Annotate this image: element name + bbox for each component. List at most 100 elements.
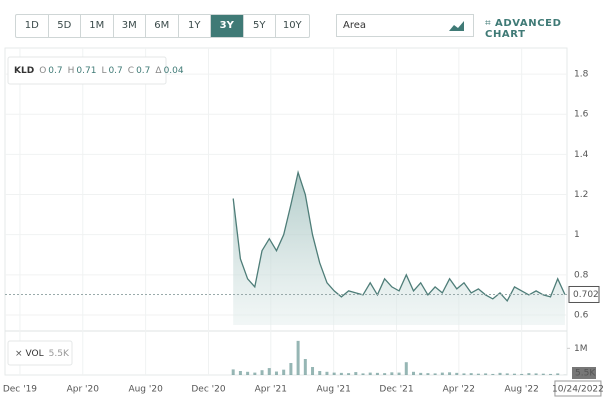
volume-bar bbox=[296, 340, 300, 375]
dropdown-text: Area bbox=[343, 20, 367, 31]
range-button[interactable]: 3M bbox=[114, 15, 146, 37]
volume-bar bbox=[354, 372, 358, 375]
volume-bar bbox=[411, 371, 415, 375]
legend-field-value: 0.71 bbox=[76, 66, 96, 76]
volume-bar bbox=[383, 373, 387, 375]
legend-field-label: O bbox=[39, 66, 46, 76]
y-tick-label: 1.2 bbox=[574, 190, 588, 200]
range-buttons: 1D 5D 1M 3M 6M 1Y 3Y 5Y 10Y bbox=[15, 14, 310, 38]
y-tick-label: 0.8 bbox=[574, 270, 589, 280]
range-button[interactable]: 1Y bbox=[179, 15, 211, 37]
volume-bar bbox=[339, 372, 343, 375]
volume-bar bbox=[325, 371, 329, 375]
vol-legend-name: VOL bbox=[26, 349, 44, 359]
chart-type-dropdown[interactable]: Area bbox=[336, 14, 474, 37]
legend: KLD O 0.7 H 0.71 L 0.7 C 0.7 Δ 0.04 bbox=[7, 56, 184, 85]
legend-field-value: 0.7 bbox=[136, 66, 150, 76]
y-tick-label: 1 bbox=[574, 230, 580, 240]
y-tick-label: 1.4 bbox=[574, 150, 589, 160]
volume-bar bbox=[238, 371, 242, 375]
legend-field-label: L bbox=[101, 66, 106, 76]
legend-field-value: 0.04 bbox=[164, 66, 184, 76]
advanced-text: ADVANCED CHART bbox=[485, 18, 562, 40]
vol-legend-box bbox=[7, 340, 73, 366]
last-price-label: 0.702 bbox=[573, 290, 599, 300]
volume-bar bbox=[253, 372, 257, 375]
volume-bar bbox=[390, 372, 394, 375]
volume-bar bbox=[274, 371, 278, 375]
y2-tick-label: 1M bbox=[574, 344, 588, 354]
volume-bar bbox=[549, 373, 553, 375]
volume-bar bbox=[476, 373, 480, 375]
volume-bar bbox=[455, 372, 459, 375]
range-button[interactable]: 6M bbox=[146, 15, 179, 37]
volume-bar bbox=[426, 373, 430, 375]
area-icon bbox=[449, 21, 464, 31]
x-tick-label: Dec '21 bbox=[379, 385, 413, 395]
volume-bar bbox=[361, 373, 365, 375]
volume-bar bbox=[397, 372, 401, 375]
price-area bbox=[233, 172, 565, 325]
volume-bar bbox=[347, 373, 351, 375]
y-tick-label: 0.6 bbox=[574, 310, 589, 320]
y-tick-label: 1.8 bbox=[574, 70, 589, 80]
volume-bar bbox=[484, 373, 488, 375]
volume-bar bbox=[332, 372, 336, 375]
volume-bar bbox=[448, 372, 452, 375]
x-tick-label: Aug '21 bbox=[316, 385, 350, 395]
volume-bar bbox=[404, 362, 408, 375]
legend-symbol: KLD bbox=[14, 66, 34, 76]
volume-bar bbox=[246, 371, 250, 375]
volume-bar bbox=[282, 369, 286, 375]
legend-field-value: 0.7 bbox=[108, 66, 122, 76]
volume-bar bbox=[520, 373, 524, 375]
volume-bar bbox=[534, 373, 538, 375]
vol-legend-text: × VOL 5.5K bbox=[15, 349, 70, 359]
volume-bar bbox=[375, 372, 379, 375]
volume-bar bbox=[267, 368, 271, 375]
range-button[interactable]: 1D bbox=[16, 15, 49, 37]
volume-bar bbox=[303, 359, 307, 375]
x-tick-label: Apr '20 bbox=[67, 385, 100, 395]
last-price-badge bbox=[568, 285, 600, 303]
volume-bar bbox=[419, 372, 423, 375]
volume-badge bbox=[572, 367, 596, 379]
volume-bar bbox=[318, 371, 322, 375]
legend-box bbox=[7, 56, 167, 85]
x-tick-label: Apr '22 bbox=[443, 385, 475, 395]
volume-bar bbox=[440, 372, 444, 375]
volume-bar bbox=[512, 373, 516, 375]
range-button[interactable]: 3Y bbox=[211, 15, 244, 37]
volume-bar bbox=[527, 373, 531, 375]
range-button[interactable]: 10Y bbox=[282, 20, 302, 31]
price-line bbox=[232, 169, 566, 303]
advanced-chart-button[interactable]: ⌗ ADVANCED CHART bbox=[485, 18, 562, 40]
volume-bar bbox=[260, 370, 264, 375]
x-tick-label: 10/24/2022 bbox=[552, 385, 604, 395]
volume-bar bbox=[491, 373, 495, 375]
volume-bar bbox=[556, 373, 560, 375]
legend-text: KLD O 0.7 H 0.71 L 0.7 C 0.7 Δ 0.04 bbox=[14, 66, 184, 76]
legend-field-label: H bbox=[68, 66, 75, 76]
volume-bar bbox=[289, 363, 293, 375]
volume-bar bbox=[368, 372, 372, 375]
volume-bar bbox=[433, 373, 437, 375]
plot-frame bbox=[4, 47, 568, 376]
volume-bar bbox=[231, 369, 235, 375]
legend-field-label: Δ bbox=[155, 66, 162, 76]
volume-bar bbox=[469, 373, 473, 375]
volume-bar bbox=[498, 372, 502, 375]
legend-field-label: C bbox=[128, 66, 134, 76]
volume-badge-label: 5.5K bbox=[575, 369, 596, 379]
date-badge bbox=[554, 380, 602, 397]
vol-close-icon: × bbox=[15, 349, 23, 359]
volume-bar bbox=[311, 367, 315, 375]
legend-field-value: 0.7 bbox=[48, 66, 62, 76]
x-tick-label: Aug '22 bbox=[504, 385, 538, 395]
range-button[interactable]: 1M bbox=[81, 15, 114, 37]
x-tick-label: Apr '21 bbox=[255, 385, 287, 395]
range-button[interactable]: 5D bbox=[49, 15, 81, 37]
range-button[interactable]: 5Y bbox=[244, 15, 276, 37]
